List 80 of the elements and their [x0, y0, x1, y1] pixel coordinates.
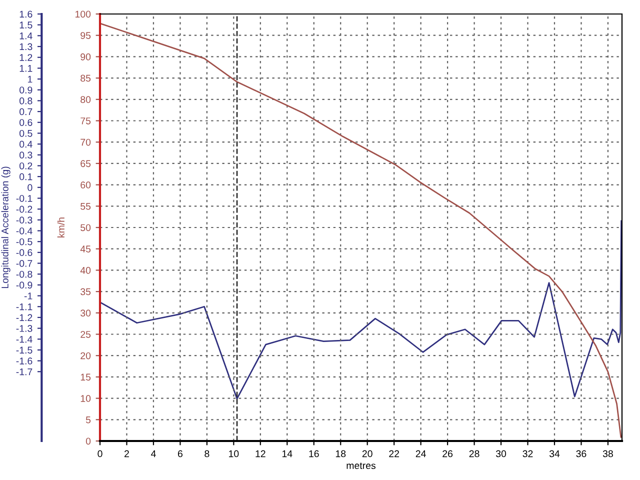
y2-tick-label: 1.4: [20, 32, 32, 40]
y2-tick-label: 0: [28, 184, 32, 192]
y2-tick-label: 1: [28, 76, 32, 83]
y2-tick-label: -1.4: [16, 336, 32, 343]
x-tick-label: 16: [309, 450, 319, 458]
y2-tick-label: -1.2: [16, 314, 32, 321]
y2-tick-label: 0.2: [20, 162, 32, 170]
y-tick-label: 40: [80, 266, 91, 274]
y-tick-label: 90: [80, 53, 91, 60]
y2-tick-label: -1.5: [16, 346, 32, 354]
y2-tick-label: 1.6: [20, 10, 32, 18]
x-tick-label: 20: [362, 450, 372, 458]
x-tick-label: 12: [256, 450, 266, 458]
x-tick-label: 4: [150, 450, 156, 458]
y-tick-label: 45: [80, 246, 91, 252]
x-tick-label: 10: [229, 450, 239, 458]
y-tick-label: 35: [80, 288, 91, 296]
y2-tick-label: 0.5: [20, 130, 32, 137]
x-tick-label: 6: [178, 450, 182, 458]
y2-tick-label: -1.3: [16, 325, 32, 332]
y-tick-label: 10: [80, 395, 91, 402]
x-tick-label: 8: [204, 450, 210, 458]
y2-tick-label: -1.1: [16, 303, 32, 310]
y-tick-label: 25: [80, 330, 91, 338]
line-series: [99, 22, 622, 438]
y2-tick-label: 0.6: [20, 119, 32, 126]
y2-tick-label: 0.8: [20, 97, 32, 104]
x-tick-label: 22: [389, 450, 400, 458]
x-tick-label: 36: [576, 450, 586, 458]
x-tick-label: 2: [124, 450, 129, 458]
x-tick-label: 38: [602, 450, 613, 458]
y-tick-label: 55: [80, 202, 91, 210]
y2-tick-label: -0.8: [16, 270, 32, 278]
x-tick-label: 28: [469, 450, 480, 458]
x-tick-label: 34: [549, 450, 560, 458]
y2-tick-label: 0.7: [20, 108, 32, 116]
y2-tick-label: 1.3: [20, 43, 32, 50]
y-tick-label: 100: [75, 10, 91, 18]
y2-tick-label: 0.1: [20, 173, 32, 180]
y-tick-label: 95: [80, 32, 91, 39]
y2-tick-label: -0.4: [16, 227, 32, 234]
y-tick-label: 65: [80, 160, 91, 168]
line-series: [99, 220, 622, 400]
y2-tick-label: -0.6: [16, 249, 32, 256]
y-tick-label: 15: [80, 374, 91, 381]
y2-tick-label: 1.1: [20, 65, 32, 72]
y-tick-label: 60: [80, 182, 91, 188]
y2-tick-label: 0.4: [20, 140, 32, 148]
y-tick-label: 20: [80, 352, 91, 360]
y2-tick-label: 0.9: [20, 86, 32, 94]
x-tick-label: 24: [416, 450, 426, 458]
y2-tick-label: -0.9: [16, 282, 32, 289]
y2-axis-title: Longitudinal Acceleration (g): [1, 166, 10, 288]
y-tick-label: 50: [80, 224, 91, 232]
y-tick-label: 80: [80, 96, 91, 104]
y2-tick-label: -1.6: [16, 358, 32, 364]
y2-tick-label: 1.2: [20, 54, 32, 61]
y-tick-label: 30: [80, 310, 91, 317]
y2-tick-label: 0.3: [20, 152, 32, 159]
y-tick-label: 75: [80, 118, 91, 124]
x-tick-label: 0: [98, 450, 102, 458]
y-tick-label: 85: [80, 74, 91, 82]
y2-tick-label: 1.5: [20, 22, 32, 28]
x-tick-label: 18: [336, 450, 346, 458]
y-axis-title: km/h: [57, 218, 64, 238]
y2-tick-label: -0.7: [16, 260, 32, 267]
x-tick-label: 26: [442, 450, 453, 458]
y2-tick-label: -0.5: [16, 238, 32, 246]
x-tick-label: 32: [522, 450, 533, 458]
x-tick-label: 14: [282, 450, 292, 458]
y2-tick-label: -1: [24, 292, 32, 300]
y2-tick-label: -0.3: [16, 216, 32, 224]
y-tick-label: 70: [80, 138, 91, 146]
y2-tick-label: -0.1: [16, 194, 32, 202]
y2-tick-label: -0.2: [16, 206, 32, 213]
y-tick-label: 0: [86, 438, 91, 445]
x-axis-title: metres: [346, 462, 376, 470]
y2-tick-label: -1.7: [16, 368, 32, 376]
x-tick-label: 30: [496, 450, 506, 458]
y-tick-label: 5: [86, 416, 91, 424]
